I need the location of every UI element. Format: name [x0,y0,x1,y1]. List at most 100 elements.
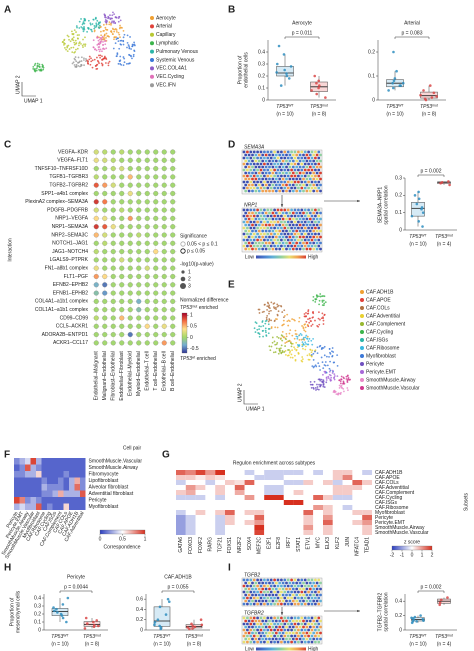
heat-cell [323,475,333,480]
umap-cell [329,360,331,363]
dot [102,149,108,155]
colorbar-tick-label: 0 [99,536,102,542]
spot [317,226,321,230]
umap-cell [90,60,93,63]
umap-cell [115,38,118,41]
dot [102,340,108,346]
spot [251,581,254,585]
heat-cell [74,497,80,504]
spot [315,165,319,169]
point [439,598,443,602]
spot [274,217,278,221]
heat-cell [234,475,245,480]
spot [298,159,302,163]
spot [251,211,254,215]
spot [256,622,259,626]
spot [280,244,283,248]
umap-cell [288,351,291,354]
spot [312,625,316,629]
spot [312,177,316,181]
point [85,622,89,625]
umap-cell [258,333,261,336]
umap-cell [291,349,294,352]
dot [93,182,99,188]
umap-cell [109,14,111,17]
umap-cell [115,55,118,58]
umap-cell [273,340,276,343]
dot [127,315,133,321]
umap-cell [278,347,281,350]
spot [288,223,292,227]
dot [161,290,167,296]
y-axis-label: spatial correlation [383,592,389,631]
umap-cell [39,68,42,71]
dot [110,340,116,346]
point [428,84,432,87]
spot [314,232,317,236]
interaction-label: EFNB1–EPHB2 [53,290,89,296]
heat-cell [225,480,235,485]
spot [269,226,273,230]
dot [110,307,116,313]
spot [290,150,293,154]
dot [161,332,167,338]
heat-cell [244,490,255,495]
umap-cell [310,387,313,389]
umap-cell [76,26,78,29]
point [393,77,397,80]
spot [244,637,248,641]
umap-cell [104,20,107,23]
umap-cell [118,33,121,36]
umap-cell [70,46,73,49]
spot [276,634,280,638]
spot [247,599,251,603]
umap-cell [83,19,86,22]
heat-cell [19,471,25,478]
spot [314,156,317,160]
panel-label: G [162,450,170,461]
umap-cell [308,321,311,324]
row-label: CAF.ADH1B [375,470,403,476]
heat-cell [185,505,196,510]
umap-cell [80,60,83,62]
umap-cell [93,24,96,27]
heat-cell [215,475,225,480]
spot [266,628,270,632]
legend-label: Pericyte.EMT [366,369,396,375]
spot [297,232,300,236]
dot [102,315,108,321]
point [419,93,422,97]
spot [276,220,280,224]
spot [266,186,270,190]
p-value: p = 0.002 [421,168,442,174]
spot [283,596,287,600]
spot [281,637,285,641]
spot [256,208,259,212]
heat-cell [176,530,186,535]
heat-cell [332,480,343,485]
panel-label: B [228,5,235,16]
legend-swatch [150,58,154,62]
umap-cell [264,322,267,325]
heat-cell [52,471,58,478]
umap-cell [112,28,115,31]
spot [293,590,297,594]
umap-cell [268,304,271,307]
dot [170,174,176,180]
heat-cell [313,485,323,490]
point [438,603,442,607]
spot [303,214,307,218]
spot [251,153,254,157]
spot [310,162,314,166]
heat-cell [352,520,363,525]
spot [261,223,265,227]
row-label: Lipofibroblast [89,478,119,484]
spot [247,165,251,169]
dot [161,265,167,271]
spot [273,174,276,178]
heat-cell [332,485,343,490]
spot [278,211,282,215]
heat-cell [303,475,314,480]
spot [319,223,322,227]
spot [319,153,322,157]
